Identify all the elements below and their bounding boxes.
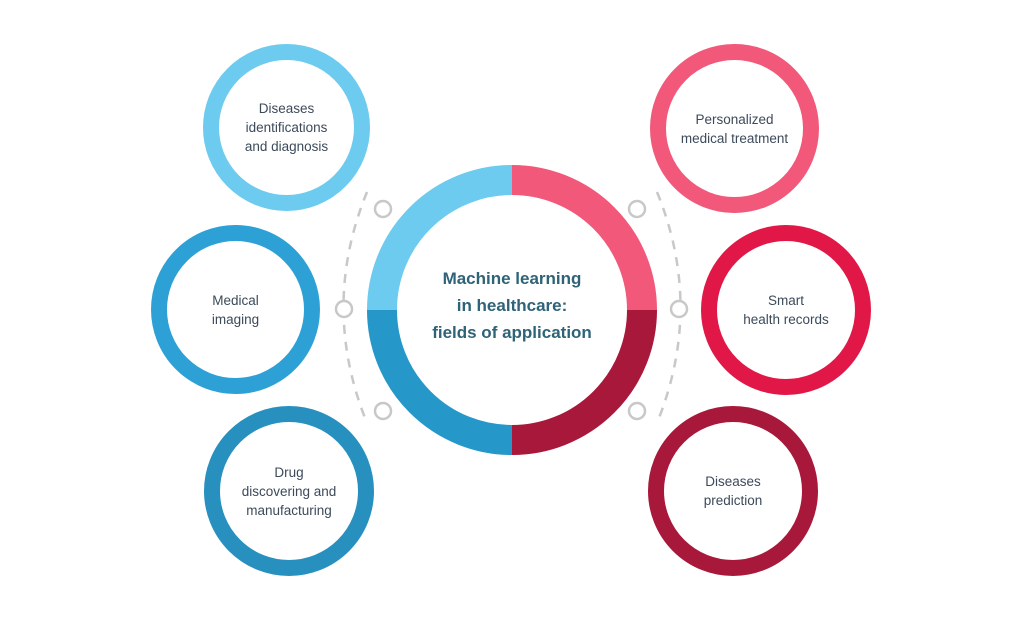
center-segment-top-right [511,165,657,311]
connector-arc-right [655,191,682,424]
node-label-drug-discovering: Drug discovering and manufacturing [241,464,337,518]
node-label-smart-health-records: Smart health records [743,293,829,327]
connector-arcs [342,191,682,424]
connector-dot-bottom-right [627,401,647,421]
connector-dot-bottom-left [373,401,393,421]
node-medical-imaging: Medical imaging [151,225,320,394]
connector-dot-mid-left [334,299,354,319]
node-label-personalized-treatment: Personalized medical treatment [680,111,789,146]
node-drug-discovering: Drug discovering and manufacturing [204,406,374,576]
node-label-diseases-identification: Diseases identifications and diagnosis [244,101,329,154]
node-label-diseases-prediction: Diseases prediction [703,474,763,508]
connector-dot-mid-right [669,299,689,319]
connector-arc-left [342,191,369,424]
connector-dots [334,199,689,421]
center-segment-bottom-left [367,309,513,455]
center-segment-bottom-right [511,309,657,455]
node-personalized-treatment: Personalized medical treatment [650,44,819,213]
connector-dot-top-right [627,199,647,219]
center-title: Machine learning in healthcare: fields o… [432,269,592,342]
connector-dot-top-left [373,199,393,219]
node-diseases-identification: Diseases identifications and diagnosis [203,44,370,211]
node-smart-health-records: Smart health records [701,225,871,395]
center-segment-top-left [367,165,513,311]
node-label-medical-imaging: Medical imaging [211,292,260,327]
node-diseases-prediction: Diseases prediction [648,406,818,576]
center-ring [367,165,657,455]
